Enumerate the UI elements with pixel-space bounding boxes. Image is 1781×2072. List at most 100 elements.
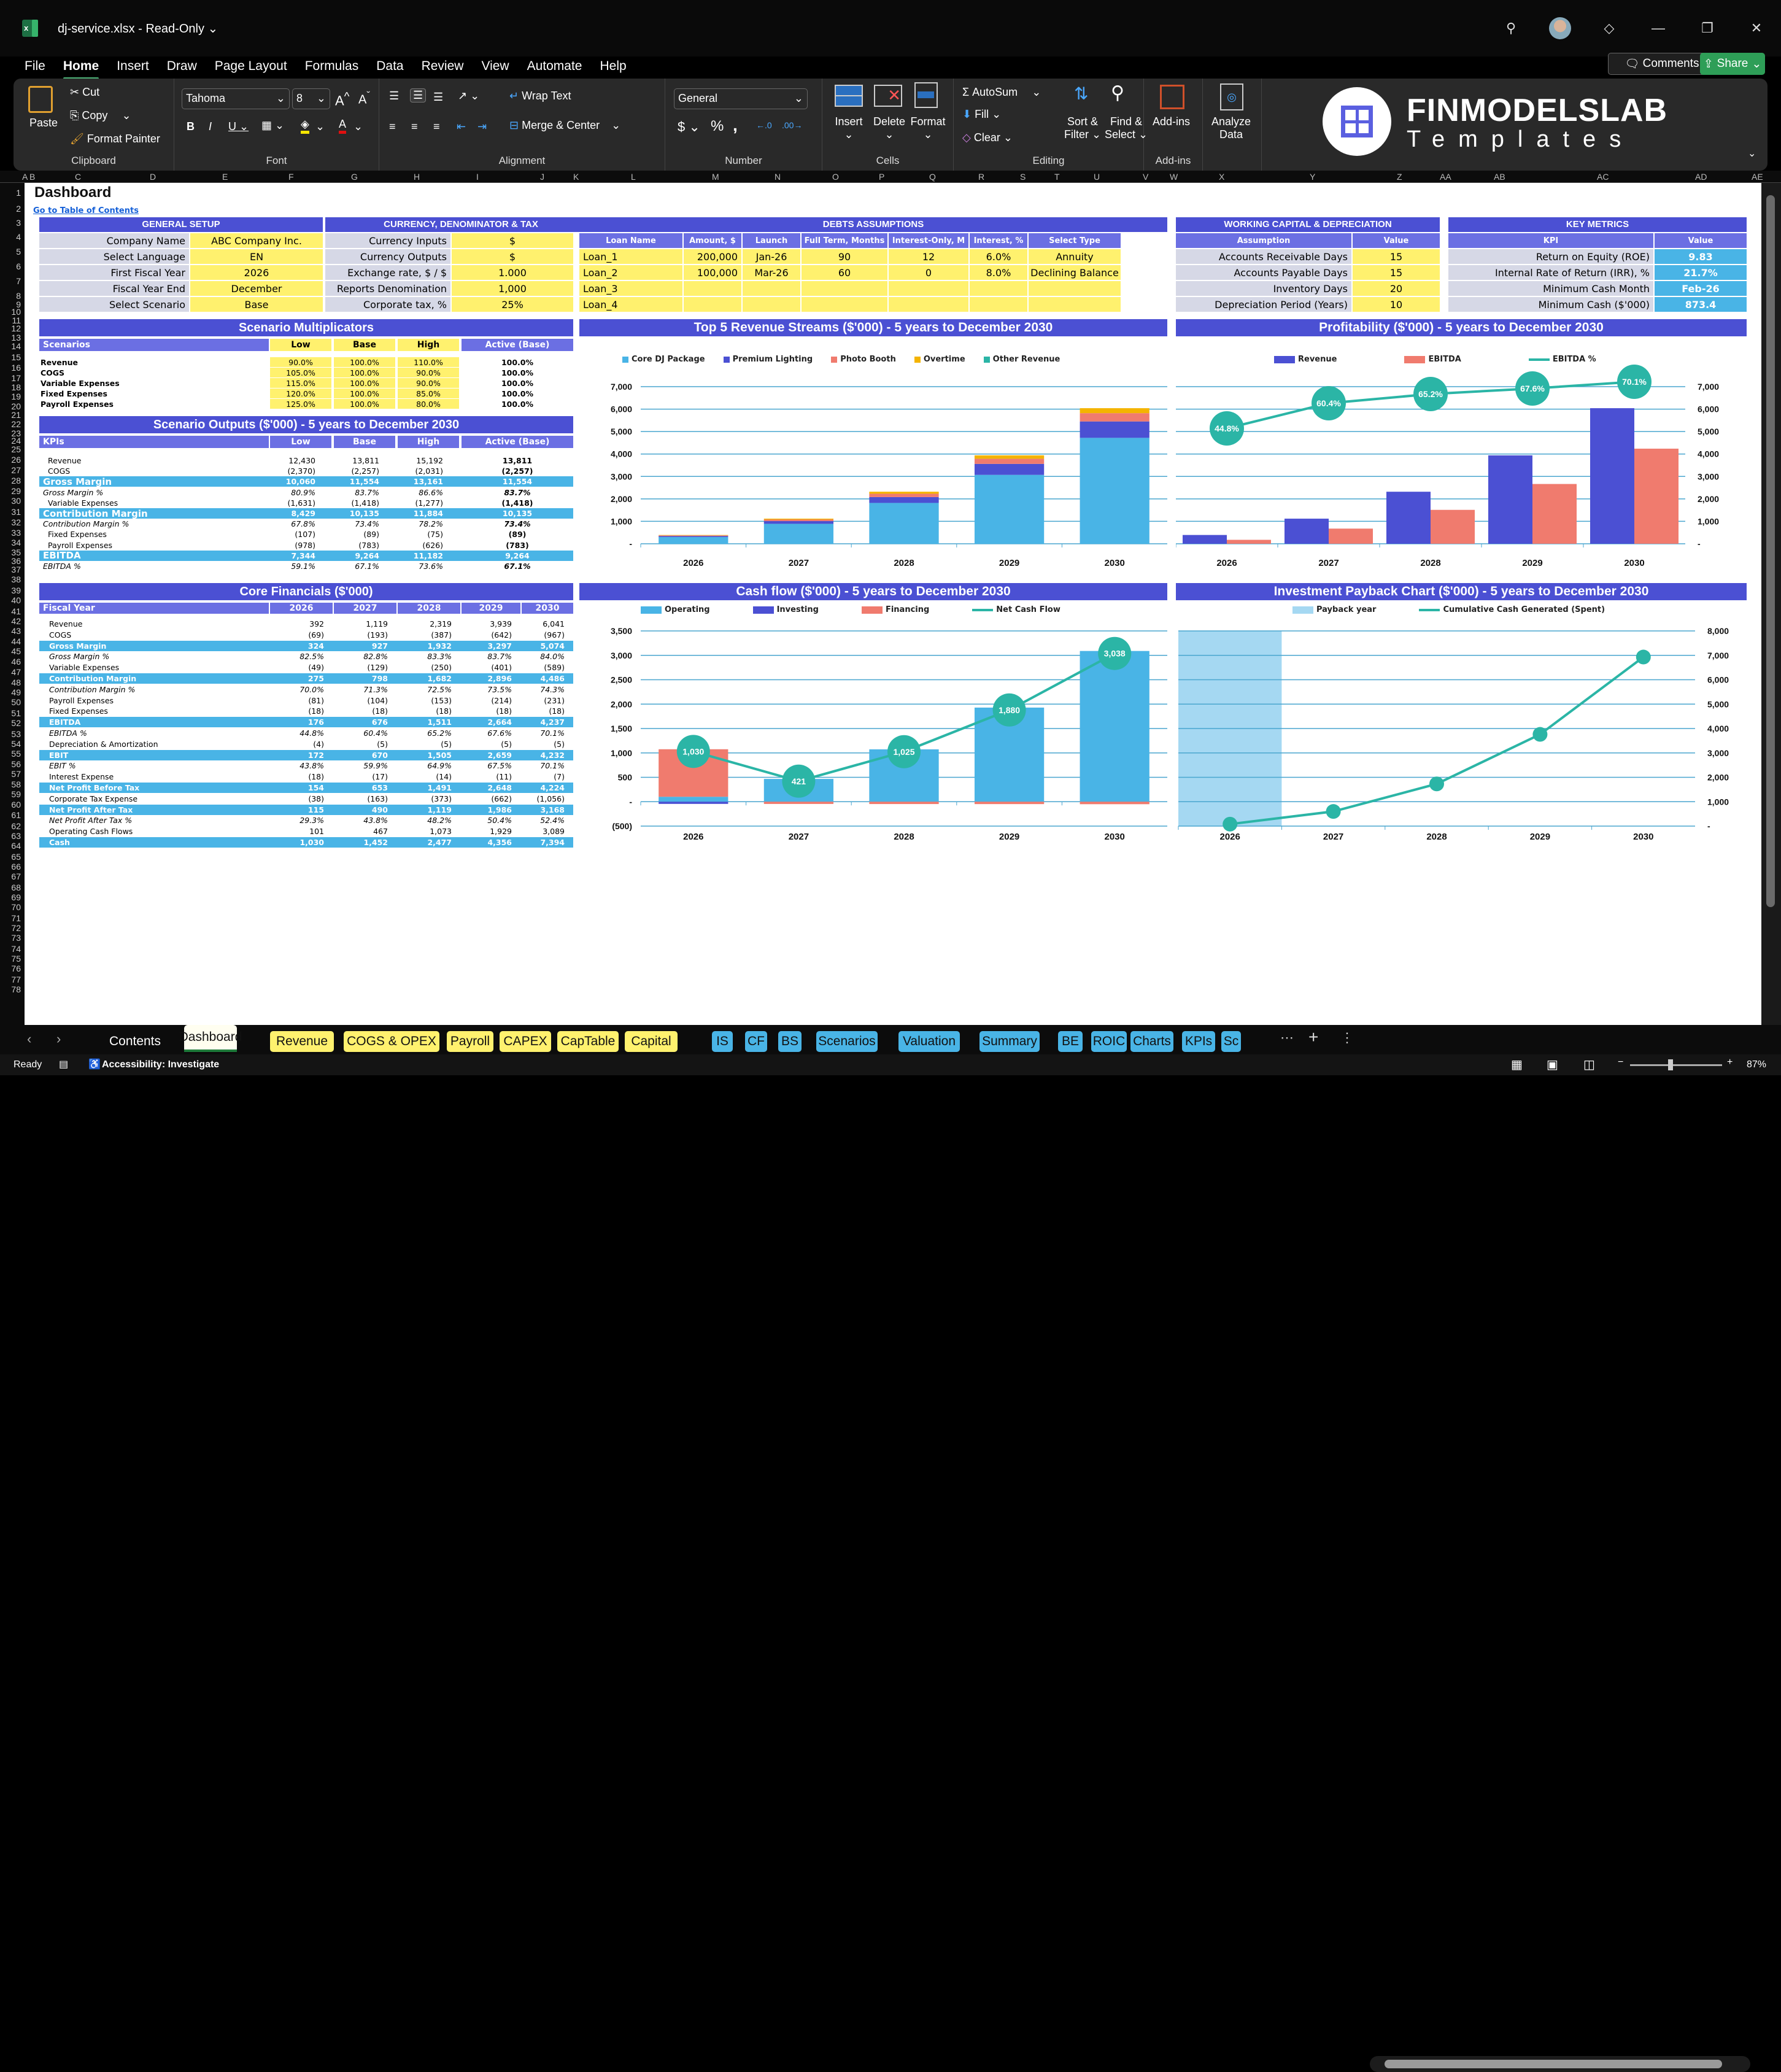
row-header[interactable]: 65 [11,852,21,862]
row-header[interactable]: 50 [11,697,21,707]
align-left-icon[interactable]: ≡ [389,120,396,133]
row-header[interactable]: 47 [11,667,21,677]
sheet-tab-cf[interactable]: CF [745,1031,767,1052]
collapse-ribbon-icon[interactable]: ⌄ [1748,149,1756,159]
row-header[interactable]: 33 [11,528,21,538]
row-header[interactable]: 24 [11,436,21,446]
align-bottom-icon[interactable]: ☰ [433,91,444,103]
row-header[interactable]: 67 [11,872,21,881]
col-header[interactable]: F [288,172,294,182]
row-header[interactable]: 31 [11,507,21,517]
row-header[interactable]: 68 [11,883,21,892]
addins-icon[interactable] [1160,85,1184,109]
fill-button[interactable]: ⬇ Fill ⌄ [962,108,1002,120]
row-header[interactable]: 15 [11,352,21,362]
row-header[interactable]: 17 [11,373,21,383]
menu-file[interactable]: File [25,59,45,73]
delete-cells-icon[interactable]: ✕ [874,85,902,107]
more-sheets-icon[interactable]: ⋯ [1280,1030,1294,1045]
setup-value[interactable]: EN [190,249,323,264]
close-icon[interactable]: ✕ [1750,20,1763,36]
menu-draw[interactable]: Draw [166,59,197,73]
sheet-tab-is[interactable]: IS [712,1031,733,1052]
row-header[interactable]: 49 [11,687,21,697]
col-header[interactable]: Q [929,172,936,182]
comments-button[interactable]: 🗨 Comments [1608,53,1716,75]
scenario-value[interactable]: 100.0% [334,388,395,398]
col-header[interactable]: A [22,172,28,182]
col-header[interactable]: J [540,172,544,182]
row-header[interactable]: 46 [11,657,21,667]
row-header[interactable]: 20 [11,401,21,411]
scenario-value[interactable]: 110.0% [398,357,459,367]
col-header[interactable]: Z [1397,172,1402,182]
zoom-slider[interactable] [1630,1059,1722,1070]
row-header[interactable]: 70 [11,902,21,912]
col-header[interactable]: AC [1597,172,1609,182]
setup-value[interactable]: 2026 [190,265,323,280]
debts-cell[interactable] [889,297,968,312]
debts-cell[interactable] [970,281,1027,296]
col-header[interactable]: P [879,172,885,182]
vertical-scrollbar[interactable] [1761,183,1781,1025]
row-header[interactable]: 42 [11,616,21,626]
row-header[interactable]: 23 [11,428,21,438]
decrease-indent-icon[interactable]: ⇤ [457,120,466,133]
font-color-icon[interactable]: A [339,118,347,134]
scenario-value[interactable]: 90.0% [270,357,331,367]
debts-cell[interactable]: 100,000 [684,265,741,280]
profitability-chart[interactable]: Revenue EBITDA EBITDA % - 1,000 2,000 3,000 4,0… [1176,338,1747,574]
row-header[interactable]: 30 [11,496,21,506]
row-header[interactable]: 19 [11,392,21,401]
search-icon[interactable]: ⚲ [1505,20,1516,36]
col-header[interactable]: T [1054,172,1060,182]
setup-value[interactable]: December [190,281,323,296]
scenario-value[interactable]: 105.0% [270,368,331,377]
row-header[interactable]: 62 [11,821,21,831]
number-format-select[interactable]: General ⌄ [674,88,808,109]
row-header[interactable]: 52 [11,718,21,728]
font-size-select[interactable]: 8 ⌄ [292,88,330,109]
row-header[interactable]: 63 [11,831,21,841]
col-header[interactable]: AD [1695,172,1707,182]
scenario-value[interactable]: 100.0% [334,368,395,377]
menu-formulas[interactable]: Formulas [304,59,359,73]
col-header[interactable]: X [1219,172,1225,182]
sheet-tab-captable[interactable]: CapTable [557,1031,619,1052]
col-header[interactable]: C [75,172,82,182]
col-header[interactable]: S [1020,172,1026,182]
debts-cell[interactable]: 60 [802,265,887,280]
sheet-tab-scenarios[interactable]: Scenarios [816,1031,878,1052]
row-header[interactable]: 10 [11,307,21,317]
format-cells-icon[interactable] [914,82,938,108]
debts-cell[interactable] [684,281,741,296]
sheet-tab-charts[interactable]: Charts [1130,1031,1173,1052]
increase-indent-icon[interactable]: ⇥ [477,120,487,133]
sheet-tab-contents[interactable]: Contents [109,1034,161,1048]
find-icon[interactable]: ⚲ [1111,83,1124,103]
paste-icon[interactable] [28,86,53,113]
analyze-data-button[interactable]: Analyze Data [1211,115,1251,141]
debts-cell[interactable] [743,297,800,312]
fill-color-icon[interactable]: ◈ [301,118,309,134]
currency-format-button[interactable]: $ ⌄ [678,119,700,134]
row-header[interactable]: 6 [16,261,21,271]
font-name-select[interactable]: Tahoma ⌄ [182,88,290,109]
sheet-tab-revenue[interactable]: Revenue [270,1031,334,1052]
row-header[interactable]: 74 [11,944,21,954]
debts-cell[interactable]: 90 [802,249,887,264]
normal-view-icon[interactable]: ▦ [1511,1058,1523,1072]
row-header[interactable]: 11 [12,315,21,325]
grow-font-icon[interactable]: A^ [335,90,350,109]
wc-value[interactable]: 15 [1353,249,1440,264]
sheet-tab-dashboard[interactable]: Dashboard [179,1025,242,1052]
row-header[interactable]: 44 [11,636,21,646]
sheet-tab-roic[interactable]: ROIC [1091,1031,1127,1052]
addins-button[interactable]: Add-ins [1153,115,1191,128]
col-header[interactable]: H [414,172,420,182]
col-header[interactable]: AB [1494,172,1505,182]
zoom-out-icon[interactable]: − [1618,1057,1624,1067]
col-header[interactable]: U [1094,172,1100,182]
row-header[interactable]: 59 [11,789,21,799]
row-header[interactable]: 57 [11,769,21,779]
